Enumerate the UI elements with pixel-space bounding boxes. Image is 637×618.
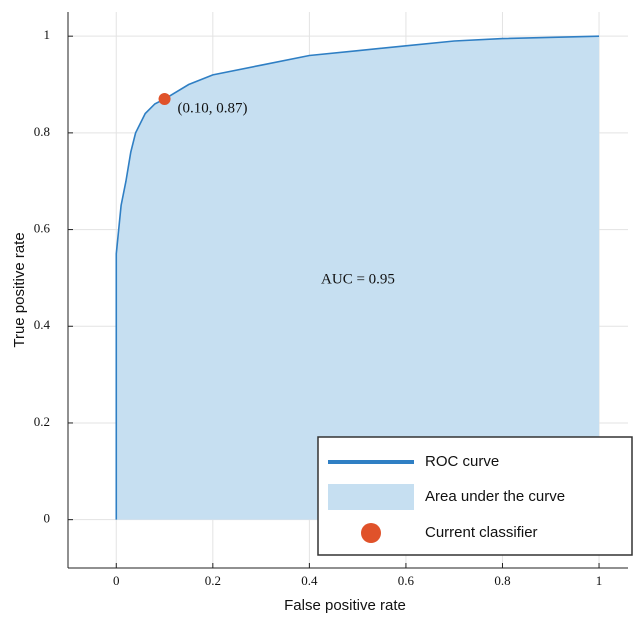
legend-marker: [361, 523, 381, 543]
x-tick-label: 0.8: [494, 573, 510, 588]
x-tick-label: 0: [113, 573, 120, 588]
y-tick-label: 1: [44, 27, 51, 42]
legend-text: Area under the curve: [425, 488, 565, 505]
x-tick-label: 0.4: [301, 573, 318, 588]
legend-area: [328, 484, 414, 510]
x-tick-label: 1: [596, 573, 603, 588]
x-axis-label: False positive rate: [284, 597, 406, 614]
marker-label: (0.10, 0.87): [178, 100, 248, 116]
y-tick-label: 0.6: [34, 221, 51, 236]
y-tick-label: 0.8: [34, 124, 50, 139]
x-tick-label: 0.6: [398, 573, 415, 588]
y-axis-label: True positive rate: [11, 232, 28, 347]
auc-annotation: AUC = 0.95: [321, 271, 395, 287]
y-tick-label: 0.4: [34, 317, 51, 332]
legend-text: Current classifier: [425, 524, 538, 541]
y-tick-label: 0.2: [34, 414, 50, 429]
legend-text: ROC curve: [425, 453, 499, 470]
current-classifier: [158, 93, 171, 106]
x-tick-label: 0.2: [205, 573, 221, 588]
area: [116, 36, 600, 520]
y-tick-label: 0: [44, 511, 51, 526]
